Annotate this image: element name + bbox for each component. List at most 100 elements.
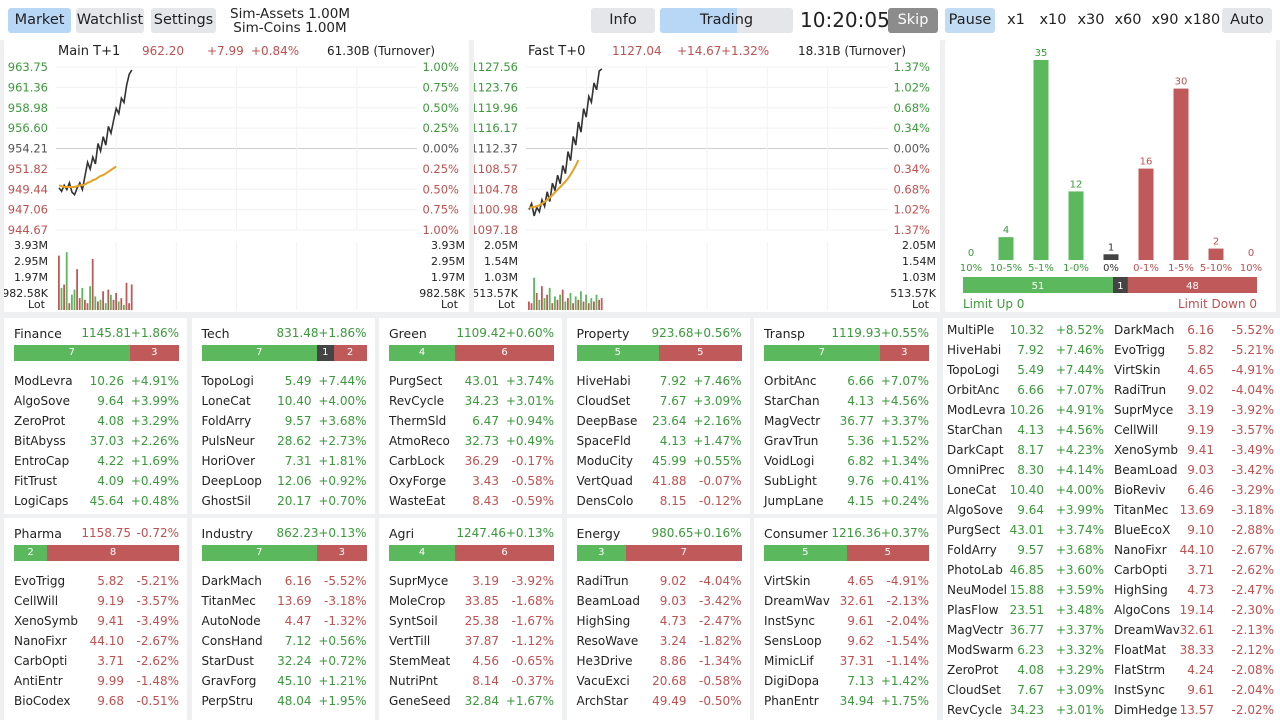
sector-stock-row[interactable]: PurgSect 43.01 +3.74% (389, 374, 554, 390)
gainer-row[interactable]: PhotoLab 46.85 +3.60% (947, 563, 1104, 579)
loser-row[interactable]: XenoSymb 9.41 -3.49% (1114, 443, 1274, 459)
speed-x1-button[interactable]: x1 (1001, 8, 1031, 33)
gainer-row[interactable]: ZeroProt 4.08 +3.29% (947, 663, 1104, 679)
sector-stock-row[interactable]: GravForg 45.10 +1.21% (202, 674, 367, 690)
info-button[interactable]: Info (591, 8, 655, 33)
gainer-row[interactable]: ModLevra 10.26 +4.91% (947, 403, 1104, 419)
speed-x180-button[interactable]: x180 (1184, 8, 1220, 33)
sector-stock-row[interactable]: VoidLogi 6.82 +1.34% (764, 454, 929, 470)
sector-stock-row[interactable]: BitAbyss 37.03 +2.26% (14, 434, 179, 450)
loser-row[interactable]: BlueEcoX 9.10 -2.88% (1114, 523, 1274, 539)
sector-stock-row[interactable]: RevCycle 34.23 +3.01% (389, 394, 554, 410)
sector-stock-row[interactable]: BeamLoad 9.03 -3.42% (577, 594, 742, 610)
sector-stock-row[interactable]: SensLoop 9.62 -1.54% (764, 634, 929, 650)
loser-row[interactable]: TitanMec 13.69 -3.18% (1114, 503, 1274, 519)
sector-stock-row[interactable]: OrbitAnc 6.66 +7.07% (764, 374, 929, 390)
sector-stock-row[interactable]: HoriOver 7.31 +1.81% (202, 454, 367, 470)
loser-row[interactable]: RadiTrun 9.02 -4.04% (1114, 383, 1274, 399)
sector-stock-row[interactable]: AntiEntr 9.99 -1.48% (14, 674, 179, 690)
loser-row[interactable]: AlgoCons 19.14 -2.30% (1114, 603, 1274, 619)
tab-market[interactable]: Market (8, 8, 71, 33)
pause-button[interactable]: Pause (945, 8, 995, 33)
sector-stock-row[interactable]: AlgoSove 9.64 +3.99% (14, 394, 179, 410)
sector-stock-row[interactable]: VirtSkin 4.65 -4.91% (764, 574, 929, 590)
sector-stock-row[interactable]: CellWill 9.19 -3.57% (14, 594, 179, 610)
sector-card[interactable]: Pharma 1158.75 -0.72% 2 8 EvoTrigg 5.82 -5.… (4, 518, 187, 720)
sector-stock-row[interactable]: HiveHabi 7.92 +7.46% (577, 374, 742, 390)
gainer-row[interactable]: StarChan 4.13 +4.56% (947, 423, 1104, 439)
loser-row[interactable]: VirtSkin 4.65 -4.91% (1114, 363, 1274, 379)
sector-card[interactable]: Tech 831.48 +1.86% 7 1 2 TopoLogi 5.49 +7.44… (191, 318, 375, 514)
gainer-row[interactable]: ModSwarm 6.23 +3.32% (947, 643, 1104, 659)
sector-stock-row[interactable]: SpaceFld 4.13 +1.47% (577, 434, 742, 450)
sector-stock-row[interactable]: AtmoReco 32.73 +0.49% (389, 434, 554, 450)
sector-stock-row[interactable]: HighSing 4.73 -2.47% (577, 614, 742, 630)
sector-stock-row[interactable]: StemMeat 4.56 -0.65% (389, 654, 554, 670)
sector-stock-row[interactable]: GhostSil 20.17 +0.70% (202, 494, 367, 510)
sector-stock-row[interactable]: VertTill 37.87 -1.12% (389, 634, 554, 650)
sector-stock-row[interactable]: TopoLogi 5.49 +7.44% (202, 374, 367, 390)
sector-card[interactable]: Green 1109.42 +0.60% 4 6 PurgSect 43.01 +3.… (379, 318, 562, 514)
tab-settings[interactable]: Settings (151, 8, 216, 33)
fast-index-chart[interactable]: Fast T+0 1127.04 +14.67 +1.32% 18.31B (Turno… (470, 40, 940, 312)
sector-stock-row[interactable]: NanoFixr 44.10 -2.67% (14, 634, 179, 650)
sector-stock-row[interactable]: ModuCity 45.99 +0.55% (577, 454, 742, 470)
loser-row[interactable]: InstSync 9.61 -2.04% (1114, 683, 1274, 699)
sector-card[interactable]: Property 923.68 +0.56% 5 5 HiveHabi 7.92 +7… (566, 318, 750, 514)
sector-stock-row[interactable]: ConsHand 7.12 +0.56% (202, 634, 367, 650)
sector-stock-row[interactable]: BioCodex 9.68 -0.51% (14, 694, 179, 710)
gainer-row[interactable]: MagVectr 36.77 +3.37% (947, 623, 1104, 639)
gainer-row[interactable]: NeuModel 15.88 +3.59% (947, 583, 1104, 599)
sector-stock-row[interactable]: DigiDopa 7.13 +1.42% (764, 674, 929, 690)
gainer-row[interactable]: FoldArry 9.57 +3.68% (947, 543, 1104, 559)
sector-stock-row[interactable]: ArchStar 49.49 -0.50% (577, 694, 742, 710)
sector-stock-row[interactable]: DarkMach 6.16 -5.52% (202, 574, 367, 590)
sector-stock-row[interactable]: ThermSld 6.47 +0.94% (389, 414, 554, 430)
loser-row[interactable]: EvoTrigg 5.82 -5.21% (1114, 343, 1274, 359)
sector-stock-row[interactable]: PerpStru 48.04 +1.95% (202, 694, 367, 710)
sector-stock-row[interactable]: JumpLane 4.15 +0.24% (764, 494, 929, 510)
loser-row[interactable]: DimHedge 13.57 -2.02% (1114, 703, 1274, 719)
loser-row[interactable]: CellWill 9.19 -3.57% (1114, 423, 1274, 439)
sector-stock-row[interactable]: TitanMec 13.69 -3.18% (202, 594, 367, 610)
gainer-row[interactable]: PurgSect 43.01 +3.74% (947, 523, 1104, 539)
sector-stock-row[interactable]: EvoTrigg 5.82 -5.21% (14, 574, 179, 590)
sector-stock-row[interactable]: PulsNeur 28.62 +2.73% (202, 434, 367, 450)
sector-stock-row[interactable]: FoldArry 9.57 +3.68% (202, 414, 367, 430)
sector-stock-row[interactable]: WasteEat 8.43 -0.59% (389, 494, 554, 510)
loser-row[interactable]: BioReviv 6.46 -3.29% (1114, 483, 1274, 499)
speed-x90-button[interactable]: x90 (1148, 8, 1182, 33)
sector-stock-row[interactable]: PhanEntr 34.94 +1.75% (764, 694, 929, 710)
sector-stock-row[interactable]: AutoNode 4.47 -1.32% (202, 614, 367, 630)
gainer-row[interactable]: HiveHabi 7.92 +7.46% (947, 343, 1104, 359)
sector-stock-row[interactable]: CarbOpti 3.71 -2.62% (14, 654, 179, 670)
loser-row[interactable]: CarbOpti 3.71 -2.62% (1114, 563, 1274, 579)
speed-x60-button[interactable]: x60 (1111, 8, 1145, 33)
sector-card[interactable]: Finance 1145.81 +1.86% 7 3 ModLevra 10.26 +… (4, 318, 187, 514)
skip-button[interactable]: Skip (888, 8, 938, 33)
sector-stock-row[interactable]: SyntSoil 25.38 -1.67% (389, 614, 554, 630)
sector-stock-row[interactable]: SubLight 9.76 +0.41% (764, 474, 929, 490)
sector-stock-row[interactable]: GravTrun 5.36 +1.52% (764, 434, 929, 450)
gainer-row[interactable]: OmniPrec 8.30 +4.14% (947, 463, 1104, 479)
sector-stock-row[interactable]: RadiTrun 9.02 -4.04% (577, 574, 742, 590)
gainer-row[interactable]: DarkCapt 8.17 +4.23% (947, 443, 1104, 459)
gainer-row[interactable]: CloudSet 7.67 +3.09% (947, 683, 1104, 699)
sector-stock-row[interactable]: LogiCaps 45.64 +0.48% (14, 494, 179, 510)
sector-stock-row[interactable]: GeneSeed 32.84 +1.67% (389, 694, 554, 710)
loser-row[interactable]: DarkMach 6.16 -5.52% (1114, 323, 1274, 339)
sector-stock-row[interactable]: CloudSet 7.67 +3.09% (577, 394, 742, 410)
sector-stock-row[interactable]: StarChan 4.13 +4.56% (764, 394, 929, 410)
loser-row[interactable]: FloatMat 38.33 -2.12% (1114, 643, 1274, 659)
sector-stock-row[interactable]: DeepBase 23.64 +2.16% (577, 414, 742, 430)
gainer-row[interactable]: MultiPle 10.32 +8.52% (947, 323, 1104, 339)
loser-row[interactable]: DreamWav 32.61 -2.13% (1114, 623, 1274, 639)
sector-card[interactable]: Transp 1119.93 +0.55% 7 3 OrbitAnc 6.66 +7.… (754, 318, 937, 514)
gainer-row[interactable]: OrbitAnc 6.66 +7.07% (947, 383, 1104, 399)
speed-x30-button[interactable]: x30 (1074, 8, 1108, 33)
sector-stock-row[interactable]: ResoWave 3.24 -1.82% (577, 634, 742, 650)
loser-row[interactable]: HighSing 4.73 -2.47% (1114, 583, 1274, 599)
sector-stock-row[interactable]: VacuExci 20.68 -0.58% (577, 674, 742, 690)
gainer-row[interactable]: RevCycle 34.23 +3.01% (947, 703, 1104, 719)
sector-stock-row[interactable]: FitTrust 4.09 +0.49% (14, 474, 179, 490)
